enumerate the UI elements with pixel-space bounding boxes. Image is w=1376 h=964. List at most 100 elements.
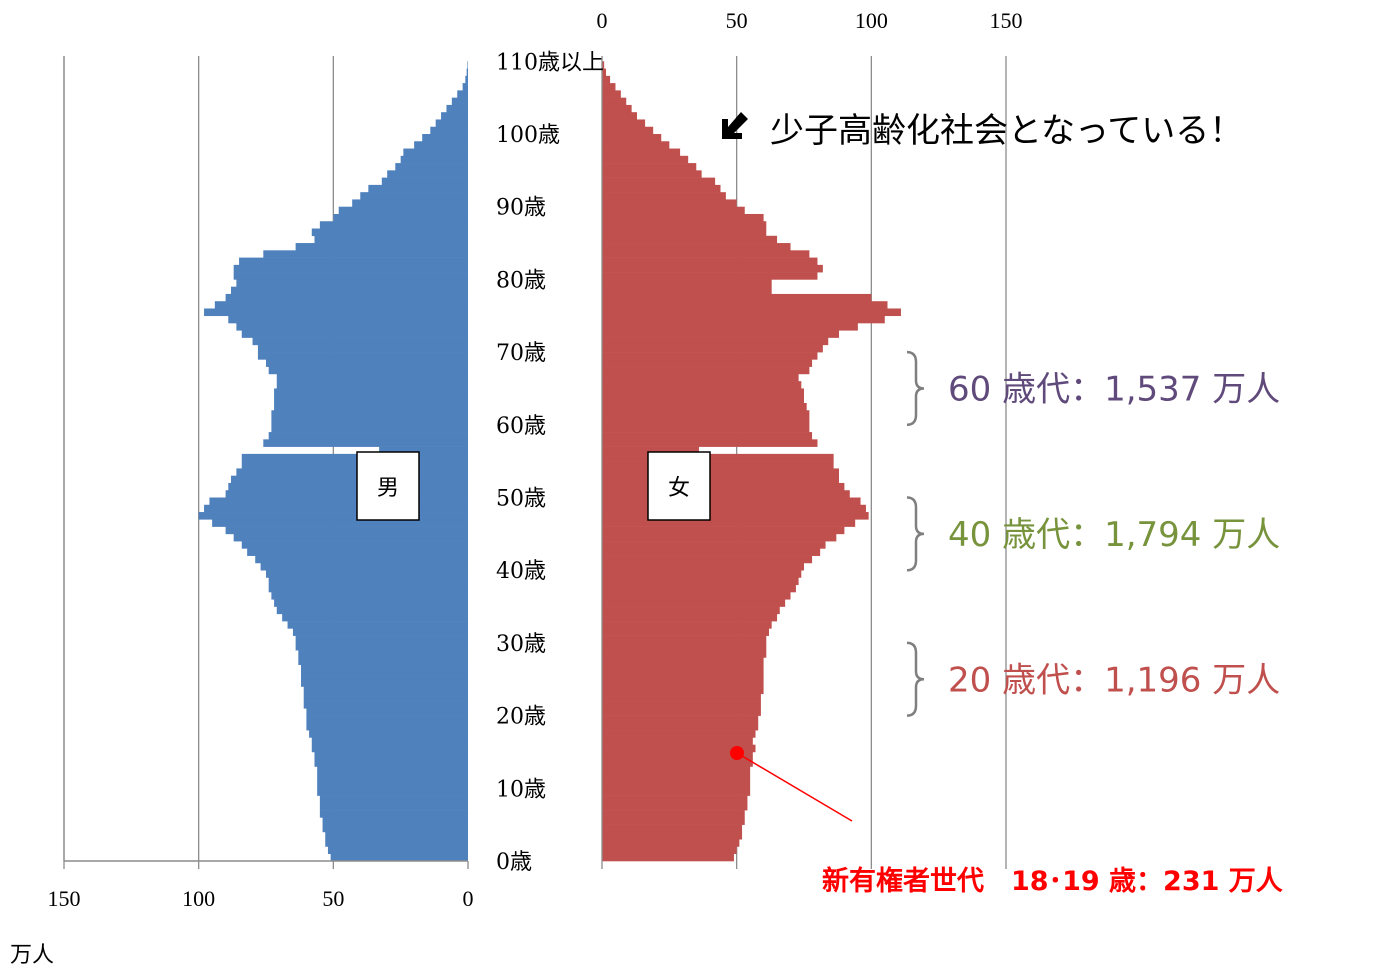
female-bar [602, 344, 823, 353]
female-bar [602, 831, 743, 840]
male-bar [327, 846, 468, 855]
new-voter-marker [730, 746, 744, 760]
male-bar [271, 424, 468, 433]
female-bar [602, 533, 837, 542]
male-bar [274, 599, 468, 607]
female-bar [602, 163, 697, 171]
male-bar [287, 621, 468, 629]
male-bar [466, 68, 468, 77]
male-bar [322, 817, 468, 825]
male-bar [257, 352, 468, 360]
female-bar [602, 693, 761, 702]
female-bar [602, 257, 818, 266]
male-bar [303, 693, 468, 702]
new-voter-pointer-line [736, 752, 853, 822]
age-group-label: 40 歳代：1,794 万人 [948, 515, 1280, 555]
male-bar [228, 482, 468, 491]
female-bar [602, 199, 737, 207]
female-bar [602, 562, 804, 571]
female-bar [602, 642, 767, 651]
male-bar [303, 701, 468, 709]
age-group-label: 60 歳代：1,537 万人 [948, 369, 1280, 409]
male-bar [387, 170, 468, 178]
female-bar [602, 621, 772, 629]
female-bar [602, 512, 869, 520]
right-tick-label: 100 [855, 8, 888, 33]
male-bar [263, 439, 468, 447]
arrow-down-left-shape [722, 112, 748, 139]
female-bar [602, 468, 840, 476]
male-bar [295, 635, 468, 644]
male-bar [319, 810, 468, 818]
female-bar [602, 824, 743, 833]
male-bar [276, 606, 468, 615]
headline-text: 少子高齢化社会となっている！ [770, 111, 1243, 151]
female-bar [602, 381, 802, 389]
age-label: 20歳 [496, 705, 546, 730]
male-bar [268, 584, 468, 593]
female-bar [602, 737, 753, 745]
female-bar [602, 708, 761, 716]
male-bar [255, 555, 468, 564]
female-bar [602, 548, 821, 556]
female-bar [602, 671, 764, 680]
male-bar [276, 373, 468, 382]
female-bar [602, 730, 756, 738]
male-bar [209, 497, 468, 506]
age-label: 30歳 [496, 632, 546, 657]
male-bar [360, 192, 468, 200]
male-bar [462, 83, 468, 91]
male-bar [274, 388, 468, 397]
new-voter-text: 新有権者世代 18･19 歳：231 万人 [822, 865, 1283, 897]
male-bar [451, 97, 468, 106]
male-bar [260, 562, 468, 571]
female-bar [602, 243, 791, 251]
female-bar [602, 402, 807, 411]
female-bar [602, 330, 840, 338]
male-bar [225, 293, 468, 302]
male-bar [298, 657, 468, 666]
male-bar [457, 90, 468, 98]
female-bar [602, 577, 799, 586]
right-tick-label: 0 [597, 8, 608, 33]
female-bar [602, 628, 769, 636]
female-bar [602, 482, 845, 491]
male-bar [400, 155, 468, 164]
new-voter-annotation: 新有権者世代 18･19 歳：231 万人 [730, 746, 1283, 897]
left-tick-label: 0 [463, 886, 474, 911]
female-bar [602, 68, 607, 77]
male-bar [317, 766, 468, 775]
male-bar [414, 141, 468, 149]
male-bar [241, 453, 468, 462]
male-bar [435, 119, 468, 128]
male-bar [214, 301, 468, 309]
female-bar [602, 432, 813, 440]
male-bar [395, 163, 468, 171]
unit-label: 万人 [10, 943, 54, 964]
male-bar [319, 802, 468, 811]
female-bar [602, 395, 804, 404]
male-bar [381, 177, 468, 186]
male-bar [306, 722, 468, 731]
male-bar [314, 751, 468, 760]
male-bar [319, 221, 468, 229]
female-bar [602, 126, 654, 135]
female-bar [602, 301, 888, 309]
male-bar [271, 410, 468, 418]
male-bar [266, 359, 468, 367]
male-bar [247, 548, 468, 556]
female-bar [602, 170, 702, 178]
female-bar [602, 541, 826, 549]
male-bar [338, 206, 468, 215]
male-bar [271, 417, 468, 426]
female-bar [602, 781, 751, 789]
male-bar [236, 279, 468, 287]
female-bar [602, 83, 616, 91]
female-bar [602, 795, 748, 804]
female-bar [602, 90, 621, 98]
female-bar [602, 657, 764, 666]
axes [63, 56, 1007, 869]
female-bar [602, 592, 791, 600]
male-bar [257, 344, 468, 353]
